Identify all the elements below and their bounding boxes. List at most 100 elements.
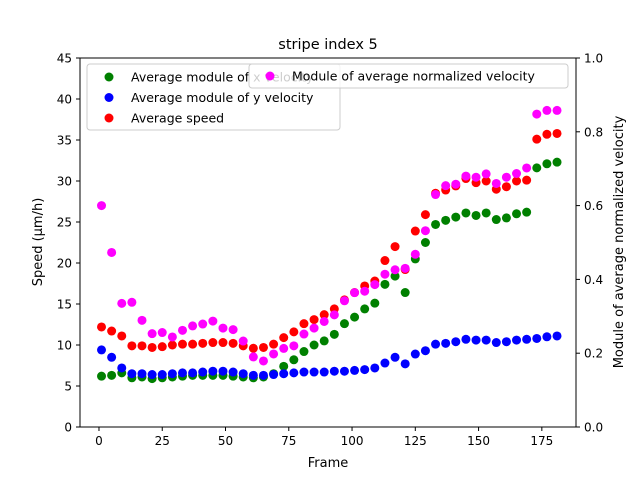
point-module-of-average-normalized-velocity-18 xyxy=(279,343,289,353)
point-module-of-average-normalized-velocity-23 xyxy=(329,310,339,320)
point-module-of-average-normalized-velocity-17 xyxy=(269,349,279,359)
point-average-module-of-x-velocity-39 xyxy=(491,215,501,225)
point-average-module-of-y-velocity-22 xyxy=(319,367,329,377)
point-average-module-of-y-velocity-32 xyxy=(420,346,430,356)
point-average-module-of-y-velocity-25 xyxy=(350,365,360,375)
point-module-of-average-normalized-velocity-21 xyxy=(309,323,319,333)
legend-left-marker xyxy=(104,93,114,102)
point-module-of-average-normalized-velocity-31 xyxy=(410,249,420,259)
point-average-module-of-x-velocity-42 xyxy=(522,207,532,217)
point-module-of-average-normalized-velocity-5 xyxy=(147,329,157,339)
legend-left-marker xyxy=(104,113,114,123)
point-module-of-average-normalized-velocity-9 xyxy=(188,321,198,331)
point-average-module-of-y-velocity-9 xyxy=(188,368,198,378)
x-tick-label: 100 xyxy=(341,434,364,448)
y-tick-label: 5 xyxy=(64,380,72,394)
point-module-of-average-normalized-velocity-40 xyxy=(501,172,511,182)
y2-tick-label: 0.8 xyxy=(584,125,603,139)
point-average-speed-15 xyxy=(248,343,258,353)
point-average-speed-5 xyxy=(147,342,157,352)
y-tick-label: 20 xyxy=(57,257,72,271)
point-module-of-average-normalized-velocity-6 xyxy=(157,328,167,338)
x-tick-label: 150 xyxy=(467,434,490,448)
point-average-speed-2 xyxy=(117,331,127,341)
point-average-module-of-y-velocity-15 xyxy=(248,370,258,380)
point-module-of-average-normalized-velocity-36 xyxy=(461,171,471,181)
point-average-speed-38 xyxy=(481,176,491,186)
point-average-module-of-y-velocity-43 xyxy=(532,333,542,343)
point-average-module-of-x-velocity-21 xyxy=(309,340,319,350)
y-tick-label: 10 xyxy=(57,339,72,353)
x-tick-label: 0 xyxy=(95,434,103,448)
point-average-speed-19 xyxy=(289,327,299,337)
point-average-speed-29 xyxy=(390,242,400,252)
point-average-speed-11 xyxy=(208,338,218,348)
point-average-module-of-x-velocity-30 xyxy=(400,288,410,298)
point-average-module-of-y-velocity-44 xyxy=(542,332,552,342)
point-average-module-of-x-velocity-28 xyxy=(380,279,390,289)
point-module-of-average-normalized-velocity-32 xyxy=(420,226,430,236)
point-average-module-of-y-velocity-12 xyxy=(218,366,228,376)
x-tick-label: 75 xyxy=(281,434,296,448)
point-module-of-average-normalized-velocity-28 xyxy=(380,269,390,279)
point-average-module-of-x-velocity-32 xyxy=(420,238,430,247)
point-average-module-of-y-velocity-8 xyxy=(177,368,187,378)
point-average-module-of-y-velocity-45 xyxy=(552,331,562,341)
axes-frame xyxy=(79,57,577,428)
y-axis-right-ticks: 0.0 0.2 0.4 0.6 0.8 1.0 xyxy=(576,52,603,435)
point-average-speed-32 xyxy=(420,210,430,220)
point-average-speed-7 xyxy=(167,340,177,350)
point-module-of-average-normalized-velocity-38 xyxy=(481,169,491,179)
point-module-of-average-normalized-velocity-42 xyxy=(522,163,532,173)
point-average-module-of-y-velocity-16 xyxy=(258,370,268,380)
x-axis-ticks: 0 25 50 75 100 125 150 175 xyxy=(95,427,553,448)
point-module-of-average-normalized-velocity-26 xyxy=(360,286,370,296)
x-tick-label: 125 xyxy=(404,434,427,448)
y-axis-left-ticks: 0 5 10 15 20 25 30 35 40 45 xyxy=(57,52,80,435)
point-average-module-of-y-velocity-1 xyxy=(107,352,117,362)
x-tick-label: 25 xyxy=(155,434,170,448)
point-average-module-of-y-velocity-34 xyxy=(441,338,451,348)
point-average-module-of-x-velocity-20 xyxy=(299,347,309,357)
point-average-module-of-x-velocity-36 xyxy=(461,208,471,218)
point-average-module-of-y-velocity-28 xyxy=(380,358,390,368)
point-average-module-of-y-velocity-31 xyxy=(410,349,420,359)
point-module-of-average-normalized-velocity-30 xyxy=(400,263,410,273)
y-tick-label: 35 xyxy=(57,134,72,148)
point-module-of-average-normalized-velocity-11 xyxy=(208,316,218,326)
legend-right-label: Module of average normalized velocity xyxy=(292,69,535,84)
point-module-of-average-normalized-velocity-35 xyxy=(451,179,461,189)
chart-title: stripe index 5 xyxy=(278,37,377,53)
point-average-module-of-y-velocity-4 xyxy=(137,369,147,379)
point-module-of-average-normalized-velocity-34 xyxy=(441,181,451,191)
point-average-speed-42 xyxy=(522,175,532,185)
y2-tick-label: 0.6 xyxy=(584,199,603,213)
x-tick-label: 175 xyxy=(530,434,553,448)
point-average-module-of-x-velocity-1 xyxy=(107,370,117,380)
point-average-speed-20 xyxy=(299,319,309,329)
point-average-speed-9 xyxy=(188,339,198,349)
point-average-module-of-y-velocity-42 xyxy=(522,334,532,344)
point-module-of-average-normalized-velocity-2 xyxy=(117,298,127,308)
point-module-of-average-normalized-velocity-20 xyxy=(299,329,309,339)
point-module-of-average-normalized-velocity-22 xyxy=(319,316,329,326)
point-average-module-of-x-velocity-25 xyxy=(350,312,360,322)
point-average-module-of-y-velocity-39 xyxy=(491,338,501,348)
point-module-of-average-normalized-velocity-3 xyxy=(127,297,137,307)
point-average-module-of-x-velocity-37 xyxy=(471,210,481,220)
point-module-of-average-normalized-velocity-15 xyxy=(248,352,258,362)
point-average-speed-12 xyxy=(218,338,228,348)
point-module-of-average-normalized-velocity-1 xyxy=(107,247,117,257)
point-module-of-average-normalized-velocity-19 xyxy=(289,341,299,351)
legend-left-label: Average speed xyxy=(131,111,224,126)
point-average-module-of-x-velocity-18 xyxy=(279,361,289,371)
point-module-of-average-normalized-velocity-37 xyxy=(471,172,481,182)
point-average-speed-45 xyxy=(552,128,562,138)
y-tick-label: 0 xyxy=(64,421,72,435)
point-average-module-of-y-velocity-6 xyxy=(157,370,167,380)
point-average-module-of-y-velocity-36 xyxy=(461,334,471,344)
point-average-module-of-y-velocity-5 xyxy=(147,370,157,380)
y2-tick-label: 0.4 xyxy=(584,273,603,287)
point-average-module-of-x-velocity-26 xyxy=(360,304,370,314)
point-module-of-average-normalized-velocity-4 xyxy=(137,315,147,325)
